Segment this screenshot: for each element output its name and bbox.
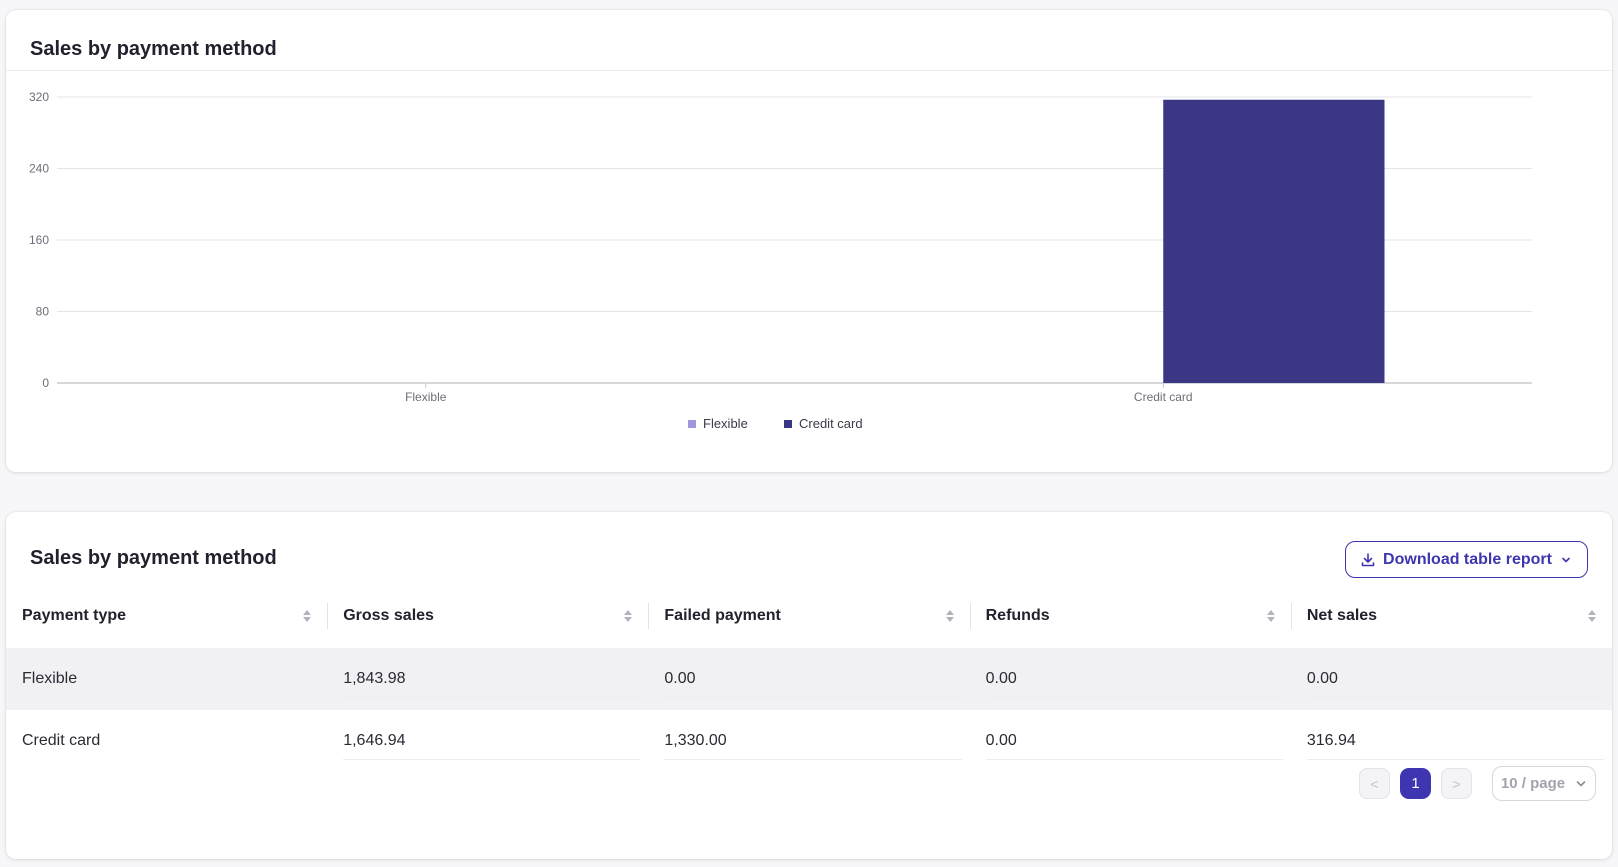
table-header-row: Payment type Gross sales Failed payment … (6, 584, 1612, 648)
sort-icon[interactable] (945, 610, 954, 622)
sort-icon[interactable] (1588, 610, 1597, 622)
legend-swatch (688, 420, 696, 428)
sort-icon[interactable] (624, 610, 633, 622)
y-tick-label: 80 (36, 305, 50, 319)
sales-table: Payment type Gross sales Failed payment … (6, 584, 1612, 772)
table-cell: 1,843.98 (327, 648, 648, 710)
chevron-down-icon (1562, 557, 1570, 562)
column-header-gross-sales[interactable]: Gross sales (327, 601, 648, 631)
table-cell: 0.00 (648, 648, 969, 710)
y-tick-label: 320 (29, 90, 49, 104)
pagination: < 1 > 10 / page (1359, 766, 1596, 801)
chart-card: Sales by payment method 0 80 160 240 320 Flex… (6, 10, 1612, 472)
column-header-refunds[interactable]: Refunds (969, 601, 1291, 631)
column-header-label: Failed payment (664, 607, 781, 624)
download-table-report-button[interactable]: Download table report (1345, 541, 1588, 578)
chart-header-divider (6, 70, 1612, 71)
column-header-payment-type[interactable]: Payment type (6, 601, 327, 631)
sort-icon[interactable] (1266, 610, 1275, 622)
table-row[interactable]: Credit card 1,646.94 1,330.00 0.00 316.9… (6, 710, 1612, 772)
x-tick-label: Flexible (405, 390, 447, 404)
bar-credit-card (1163, 99, 1385, 384)
y-tick-label: 240 (29, 162, 49, 176)
table-cell: 1,646.94 (327, 710, 648, 772)
table-cell: 0.00 (1291, 648, 1612, 710)
table-card: Sales by payment method Download table r… (6, 512, 1612, 859)
sort-icon[interactable] (303, 610, 312, 622)
column-header-failed-payment[interactable]: Failed payment (648, 601, 969, 631)
bar-chart: 0 80 160 240 320 Flexible Credit card Flexible C… (29, 90, 1532, 431)
chevron-down-icon (1576, 780, 1586, 786)
download-icon (1361, 552, 1375, 566)
column-header-label: Net sales (1306, 607, 1378, 624)
column-header-label: Refunds (985, 607, 1050, 624)
column-header-net-sales[interactable]: Net sales (1290, 601, 1612, 631)
table-title: Sales by payment method (30, 547, 277, 569)
current-page-button[interactable]: 1 (1400, 768, 1431, 799)
page-size-value: 10 / page (1500, 775, 1566, 792)
column-header-label: Gross sales (343, 607, 434, 624)
page-size-select[interactable]: 10 / page (1492, 766, 1596, 801)
table-cell: 0.00 (970, 710, 1291, 772)
y-tick-label: 0 (42, 376, 49, 390)
x-tick-label: Credit card (1134, 390, 1193, 404)
table-cell: 1,330.00 (648, 710, 969, 772)
legend-label: Flexible (703, 416, 748, 431)
previous-page-button[interactable]: < (1359, 768, 1390, 799)
download-button-label: Download table report (1383, 550, 1552, 568)
table-row[interactable]: Flexible 1,843.98 0.00 0.00 0.00 (6, 648, 1612, 710)
next-page-button[interactable]: > (1441, 768, 1472, 799)
table-cell: 316.94 (1291, 710, 1612, 772)
legend-swatch (784, 420, 792, 428)
column-header-label: Payment type (22, 607, 127, 624)
y-tick-label: 160 (29, 233, 49, 247)
chart-title: Sales by payment method (30, 38, 277, 60)
table-cell: Credit card (22, 732, 101, 749)
table-cell: 0.00 (970, 648, 1291, 710)
legend-label: Credit card (799, 416, 863, 431)
table-cell: Flexible (22, 670, 78, 687)
